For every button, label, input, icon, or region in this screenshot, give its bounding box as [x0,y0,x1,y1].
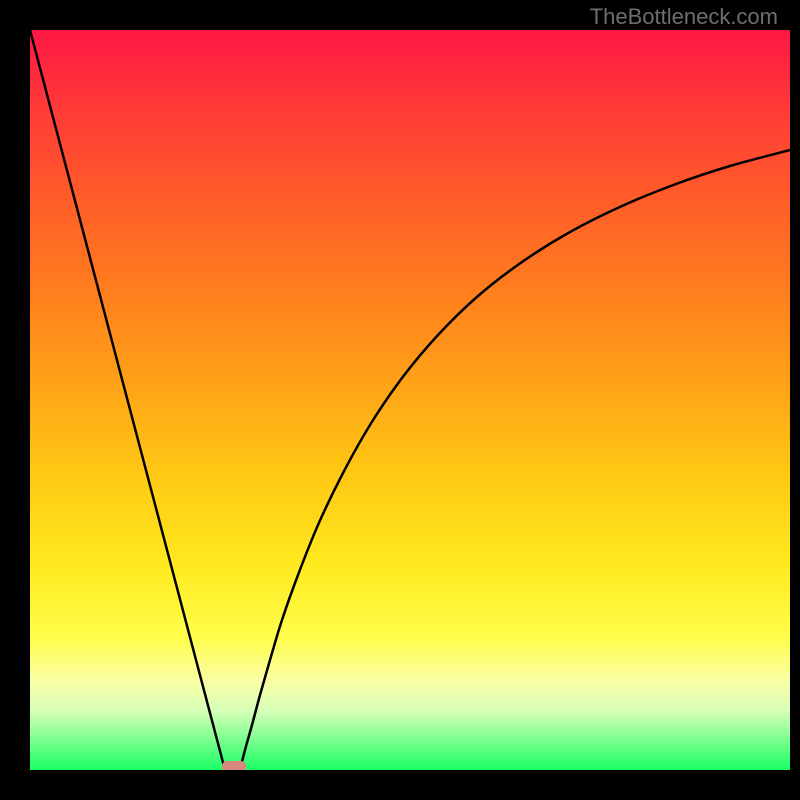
right-curve [240,150,790,770]
bottleneck-marker [222,761,246,770]
frame-right [790,0,800,800]
plot-area [30,30,790,770]
left-line [30,30,225,770]
watermark-text: TheBottleneck.com [590,4,778,30]
frame-left [0,0,30,800]
chart-container: TheBottleneck.com [0,0,800,800]
frame-bottom [0,770,800,800]
curve-layer [30,30,790,770]
